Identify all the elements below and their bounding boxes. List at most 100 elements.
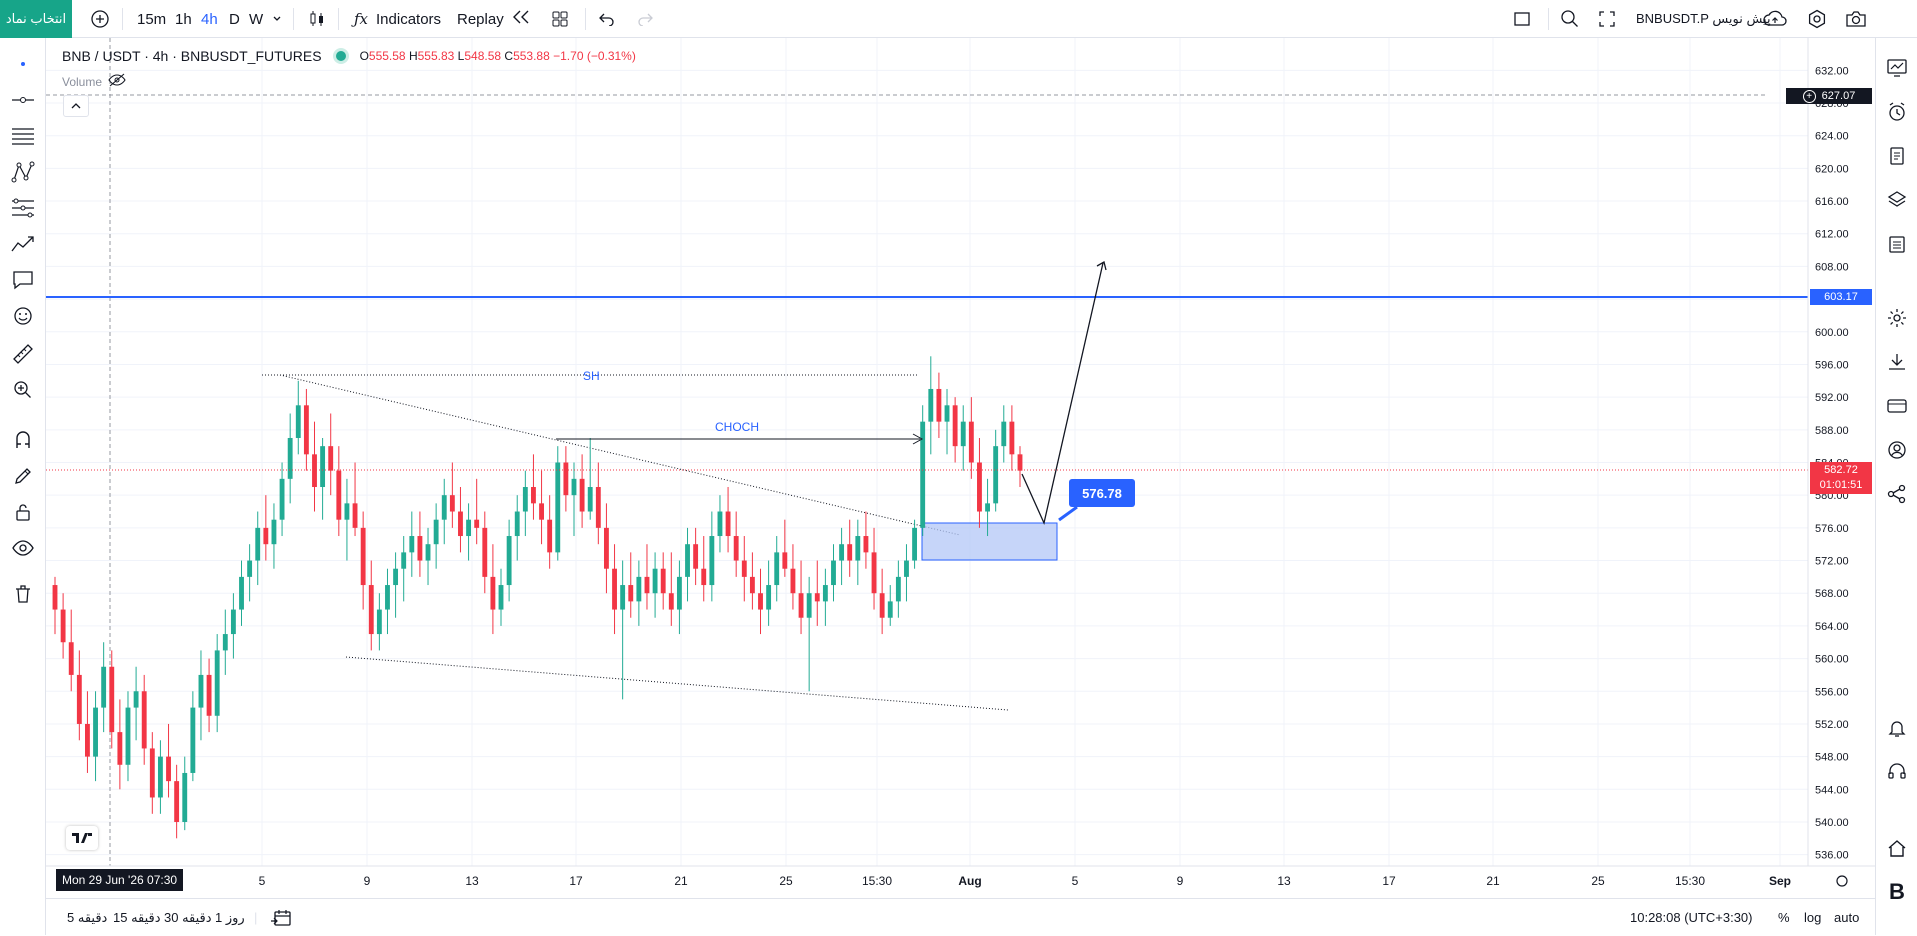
demand-zone-box[interactable]	[921, 522, 1058, 561]
price-chart[interactable]: 632.00628.00624.00620.00616.00612.00608.…	[0, 0, 1875, 898]
volume-indicator-legend[interactable]: Volume	[62, 73, 126, 90]
fullscreen-square-icon[interactable]	[1513, 0, 1531, 38]
time-tick-label: Aug	[958, 874, 981, 888]
candle-body	[393, 568, 399, 586]
date-range-calendar-icon[interactable]	[270, 899, 292, 936]
crosshair-dot-icon[interactable]	[9, 50, 37, 78]
layers-icon[interactable]	[1883, 186, 1911, 214]
wallet-card-icon[interactable]	[1883, 392, 1911, 420]
settings-gear-icon[interactable]	[1807, 0, 1827, 38]
eye-visibility-icon[interactable]	[9, 534, 37, 562]
range-1-day[interactable]: 1 روز	[215, 909, 245, 925]
replay-button[interactable]: Replay	[457, 0, 532, 38]
symbol-search-button[interactable]: انتخاب نماد	[0, 0, 72, 38]
pencil-edit-icon[interactable]	[9, 462, 37, 490]
candle-body	[839, 544, 845, 561]
pattern-nodes-icon[interactable]	[9, 158, 37, 186]
time-tick-label: 15:30	[862, 874, 892, 888]
auto-toggle[interactable]: auto	[1834, 910, 1860, 925]
alarm-clock-icon[interactable]	[1883, 98, 1911, 126]
lock-icon[interactable]	[9, 498, 37, 526]
interval-15m[interactable]: 15m	[137, 10, 167, 28]
candle-body	[93, 707, 98, 757]
indicators-button[interactable]: ƒx Indicators	[354, 0, 441, 38]
candle-body	[458, 511, 463, 537]
candle-body	[320, 446, 326, 488]
forecast-path-icon[interactable]	[9, 230, 37, 258]
projection-path[interactable]	[1021, 262, 1104, 526]
maximize-icon[interactable]	[1598, 0, 1616, 38]
calendar-list-icon[interactable]	[1883, 230, 1911, 258]
target-price-badge[interactable]: 576.78	[1069, 479, 1135, 507]
time-axis-settings-icon[interactable]	[1836, 875, 1848, 887]
percent-toggle[interactable]: %	[1778, 910, 1790, 925]
candle-body	[928, 388, 934, 422]
ticker-label[interactable]: BNBUSDT.P پیش نویس	[1636, 11, 1771, 26]
candle-body	[863, 536, 869, 553]
redo-icon[interactable]	[636, 0, 654, 38]
add-alert-plus-icon[interactable]: +	[1802, 89, 1816, 103]
clock-timezone[interactable]: 10:28:08 (UTC+3:30)	[1630, 910, 1753, 925]
home-icon[interactable]	[1883, 834, 1911, 862]
candle-body	[85, 723, 90, 757]
settings-cog-icon[interactable]	[1883, 304, 1911, 332]
chart-legend: BNB / USDT · 4h · BNBUSDT_FUTURES O555.5…	[62, 48, 636, 64]
channel-lower-line[interactable]	[345, 656, 1009, 711]
magnet-icon[interactable]	[9, 426, 37, 454]
emoji-smile-icon[interactable]	[9, 302, 37, 330]
share-icon[interactable]	[1883, 480, 1911, 508]
interval-4h[interactable]: 4h	[201, 10, 218, 28]
horizontal-lines-icon[interactable]	[9, 122, 37, 150]
high-value: 555.83	[417, 49, 455, 63]
support-headset-icon[interactable]	[1883, 758, 1911, 786]
time-tick-label: 5	[1072, 874, 1079, 888]
fib-levels-icon[interactable]	[9, 194, 37, 222]
interval-w[interactable]: W	[249, 10, 264, 28]
camera-snapshot-icon[interactable]	[1845, 0, 1867, 38]
trend-line-icon[interactable]	[9, 86, 37, 114]
callout-brush-icon[interactable]	[9, 266, 37, 294]
cloud-save-icon[interactable]	[1762, 0, 1788, 38]
candle-body	[847, 544, 853, 561]
brand-b-icon[interactable]: B	[1889, 879, 1905, 904]
candle-body	[125, 707, 131, 765]
chart-type-candles-icon[interactable]	[308, 0, 326, 38]
interval-1h[interactable]: 1h	[175, 10, 192, 28]
price-tick-label: 624.00	[1815, 131, 1849, 143]
range-15-minutes[interactable]: 15 دقیقه	[113, 909, 161, 925]
candle-body	[206, 674, 212, 716]
search-alert-icon[interactable]	[1560, 0, 1580, 38]
watchlist-monitor-icon[interactable]	[1883, 54, 1911, 82]
download-icon[interactable]	[1883, 348, 1911, 376]
tradingview-logo-icon[interactable]	[66, 826, 98, 850]
notes-document-icon[interactable]	[1883, 142, 1911, 170]
price-tick-label: 556.00	[1815, 686, 1849, 698]
candle-body	[263, 527, 269, 545]
interval-d[interactable]: D	[229, 10, 240, 28]
range-30-minutes[interactable]: 30 دقیقه	[164, 909, 212, 925]
candle-body	[352, 503, 358, 528]
candle-body	[871, 552, 877, 594]
candle-body	[547, 519, 553, 553]
candle-body	[141, 691, 147, 749]
trash-delete-icon[interactable]	[9, 580, 37, 608]
channel-upper-line[interactable]	[279, 374, 961, 536]
candle-body	[960, 421, 966, 447]
hidden-eye-icon[interactable]	[108, 73, 126, 90]
time-tick-label: 9	[364, 874, 371, 888]
zoom-in-icon[interactable]	[9, 376, 37, 404]
interval-dropdown-chevron-icon[interactable]	[272, 0, 282, 38]
notification-bell-icon[interactable]	[1883, 714, 1911, 742]
log-toggle[interactable]: log	[1804, 910, 1822, 925]
undo-icon[interactable]	[598, 0, 616, 38]
profile-user-icon[interactable]	[1883, 436, 1911, 464]
candle-body	[652, 568, 658, 594]
candle-body	[895, 576, 901, 602]
symbol-title[interactable]: BNB / USDT · 4h · BNBUSDT_FUTURES	[62, 48, 322, 64]
collapse-legend-chevron-icon[interactable]	[63, 95, 89, 117]
range-5-minutes[interactable]: 5 دقیقه	[67, 909, 108, 925]
add-symbol-icon[interactable]	[90, 0, 110, 38]
ruler-measure-icon[interactable]	[9, 340, 37, 368]
candle-body	[725, 511, 731, 537]
layout-grid-icon[interactable]	[551, 0, 569, 38]
